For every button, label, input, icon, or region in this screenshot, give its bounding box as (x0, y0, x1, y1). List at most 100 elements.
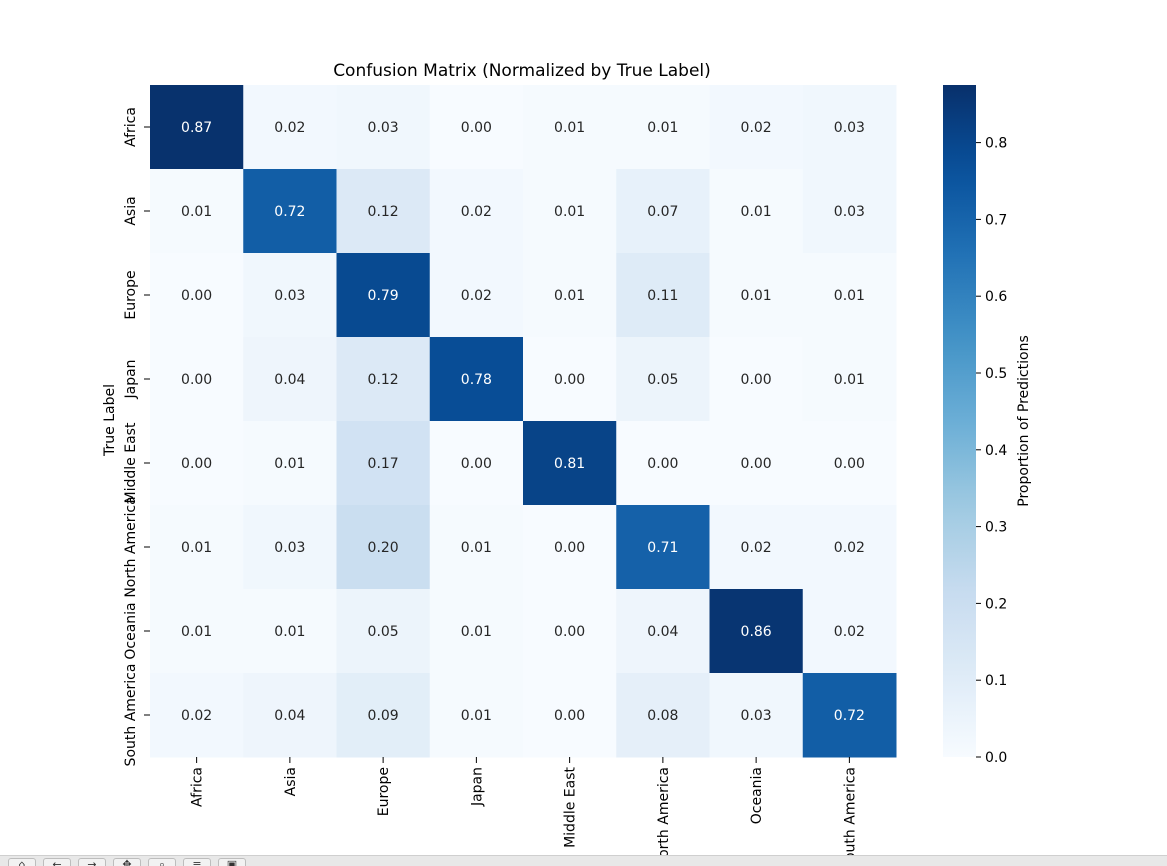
configure-button[interactable]: ≡ (183, 858, 211, 866)
pan-button[interactable]: ✥ (113, 858, 141, 866)
cell-value-label: 0.04 (274, 372, 305, 388)
cell-value-label: 0.03 (368, 120, 399, 136)
cell-value-label: 0.00 (554, 540, 585, 556)
cell-value-label: 0.00 (834, 456, 865, 472)
cell-value-label: 0.00 (554, 624, 585, 640)
home-button[interactable]: ⌂ (8, 858, 36, 866)
colorbar-tick-label: 0.2 (985, 596, 1007, 612)
colorbar (943, 85, 976, 757)
cell-value-label: 0.20 (368, 540, 399, 556)
forward-button[interactable]: → (78, 858, 106, 866)
cell-africa-oceania (709, 85, 804, 170)
cell-asia-south-america (802, 169, 897, 254)
cell-oceania-europe (336, 589, 431, 674)
move-icon: ✥ (122, 858, 132, 866)
cell-value-label: 0.01 (181, 204, 212, 220)
cell-oceania-japan (429, 589, 524, 674)
cell-south-america-asia (243, 673, 337, 758)
cell-value-label: 0.72 (274, 204, 305, 220)
cell-asia-africa (150, 169, 244, 254)
cell-value-label: 0.01 (554, 288, 585, 304)
y-tick-label-south-america: South America (123, 664, 139, 767)
cell-europe-middle-east (523, 253, 617, 338)
cell-asia-middle-east (523, 169, 617, 254)
cell-oceania-north-america (616, 589, 710, 674)
cell-value-label: 0.03 (834, 204, 865, 220)
cell-value-label: 0.00 (181, 288, 212, 304)
cell-south-america-europe (336, 673, 431, 758)
colorbar-tick-label: 0.3 (985, 520, 1007, 536)
cell-value-label: 0.12 (368, 204, 399, 220)
colorbar-tick-label: 0.7 (985, 212, 1007, 228)
y-tick-label-oceania: Oceania (123, 602, 139, 659)
x-tick-label-asia: Asia (283, 767, 299, 796)
cell-value-label: 0.02 (461, 204, 492, 220)
cell-value-label: 0.01 (181, 540, 212, 556)
colorbar-label: Proportion of Predictions (1016, 335, 1032, 506)
x-tick-label-africa: Africa (190, 767, 206, 807)
cell-europe-africa (150, 253, 244, 338)
cell-value-label: 0.00 (461, 120, 492, 136)
y-tick-label-asia: Asia (123, 196, 139, 225)
cell-asia-europe (336, 169, 431, 254)
cell-value-label: 0.01 (647, 120, 678, 136)
colorbar-tick-label: 0.4 (985, 443, 1007, 459)
cell-value-label: 0.00 (741, 456, 772, 472)
cell-north-america-europe (336, 505, 431, 590)
cell-value-label: 0.02 (834, 540, 865, 556)
cell-value-label: 0.05 (647, 372, 678, 388)
x-tick-label-europe: Europe (376, 767, 392, 816)
x-tick-label-oceania: Oceania (749, 767, 765, 824)
y-tick-label-europe: Europe (123, 270, 139, 319)
heatmap-cells (150, 85, 897, 758)
cell-asia-japan (429, 169, 524, 254)
colorbar-tick-label: 0.1 (985, 673, 1007, 689)
cell-africa-europe (336, 85, 431, 170)
colorbar-tick-label: 0.8 (985, 136, 1007, 152)
cell-japan-south-america (802, 337, 897, 422)
cell-europe-japan (429, 253, 524, 338)
cell-value-label: 0.01 (741, 204, 772, 220)
cell-japan-oceania (709, 337, 804, 422)
cell-middle-east-europe (336, 421, 431, 506)
arrow-right-icon: → (87, 858, 97, 866)
cell-north-america-asia (243, 505, 337, 590)
save-icon: ▣ (226, 858, 238, 866)
arrow-left-icon: ← (52, 858, 62, 866)
cell-value-label: 0.71 (647, 540, 678, 556)
cell-north-america-japan (429, 505, 524, 590)
colorbar-tick-label: 0.6 (985, 289, 1007, 305)
cell-value-label: 0.01 (834, 372, 865, 388)
cell-south-america-oceania (709, 673, 804, 758)
cell-value-label: 0.03 (274, 288, 305, 304)
cell-middle-east-japan (429, 421, 524, 506)
cell-middle-east-oceania (709, 421, 804, 506)
cell-value-label: 0.79 (368, 288, 399, 304)
cell-value-label: 0.86 (741, 624, 772, 640)
x-axis-ticks: Africa Asia Europe Japan Middle East North Am… (190, 757, 858, 866)
back-button[interactable]: ← (43, 858, 71, 866)
cell-africa-south-america (802, 85, 897, 170)
cell-value-label: 0.02 (181, 708, 212, 724)
x-tick-label-north-america: North America (656, 767, 672, 855)
cell-value-label: 0.01 (461, 708, 492, 724)
cell-value-label: 0.05 (368, 624, 399, 640)
cell-value-label: 0.09 (368, 708, 399, 724)
cell-value-label: 0.02 (834, 624, 865, 640)
cell-japan-japan (429, 337, 524, 422)
cell-africa-asia (243, 85, 337, 170)
cell-value-label: 0.01 (461, 624, 492, 640)
sliders-icon: ≡ (192, 858, 202, 866)
cell-value-label: 0.02 (461, 288, 492, 304)
x-tick-label-japan: Japan (469, 767, 485, 807)
save-button[interactable]: ▣ (218, 858, 246, 866)
cell-value-label: 0.78 (461, 372, 492, 388)
cell-asia-asia (243, 169, 337, 254)
zoom-button[interactable]: ⌕ (148, 858, 176, 866)
cell-africa-north-america (616, 85, 710, 170)
cell-oceania-africa (150, 589, 244, 674)
cell-oceania-asia (243, 589, 337, 674)
cell-value-label: 0.03 (741, 708, 772, 724)
cell-north-america-middle-east (523, 505, 617, 590)
